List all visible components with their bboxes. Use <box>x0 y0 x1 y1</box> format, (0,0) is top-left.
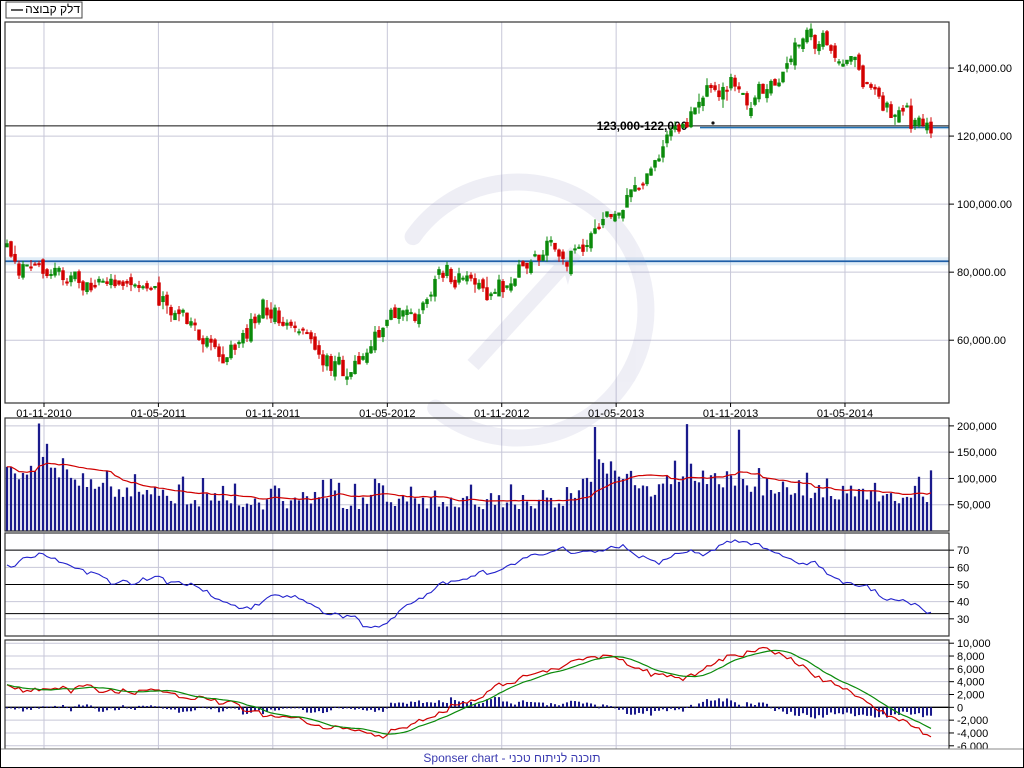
svg-text:50: 50 <box>957 580 969 592</box>
svg-text:40: 40 <box>957 597 969 609</box>
svg-text:30: 30 <box>957 614 969 626</box>
svg-text:123,000-122,000: 123,000-122,000 <box>597 119 688 133</box>
svg-text:100,000.00: 100,000.00 <box>957 199 1012 211</box>
svg-text:60: 60 <box>957 562 969 574</box>
svg-text:4,000: 4,000 <box>957 677 985 689</box>
svg-text:8,000: 8,000 <box>957 651 985 663</box>
svg-text:60,000.00: 60,000.00 <box>957 335 1006 347</box>
svg-text:70: 70 <box>957 545 969 557</box>
svg-text:דלק קבוצה: דלק קבוצה <box>25 2 80 16</box>
svg-text:0: 0 <box>957 702 963 714</box>
svg-text:80,000.00: 80,000.00 <box>957 267 1006 279</box>
svg-text:10,000: 10,000 <box>957 638 991 650</box>
svg-text:140,000.00: 140,000.00 <box>957 63 1012 75</box>
svg-text:200,000: 200,000 <box>957 421 997 433</box>
svg-text:100,000: 100,000 <box>957 473 997 485</box>
svg-text:-4,000: -4,000 <box>957 728 988 740</box>
svg-text:Sponser chart - תוכנה לניתוח ט: Sponser chart - תוכנה לניתוח טכני <box>423 751 600 765</box>
svg-text:-2,000: -2,000 <box>957 715 988 727</box>
svg-text:120,000.00: 120,000.00 <box>957 131 1012 143</box>
svg-text:150,000: 150,000 <box>957 447 997 459</box>
svg-text:50,000: 50,000 <box>957 500 991 512</box>
svg-text:6,000: 6,000 <box>957 664 985 676</box>
svg-text:2,000: 2,000 <box>957 690 985 702</box>
